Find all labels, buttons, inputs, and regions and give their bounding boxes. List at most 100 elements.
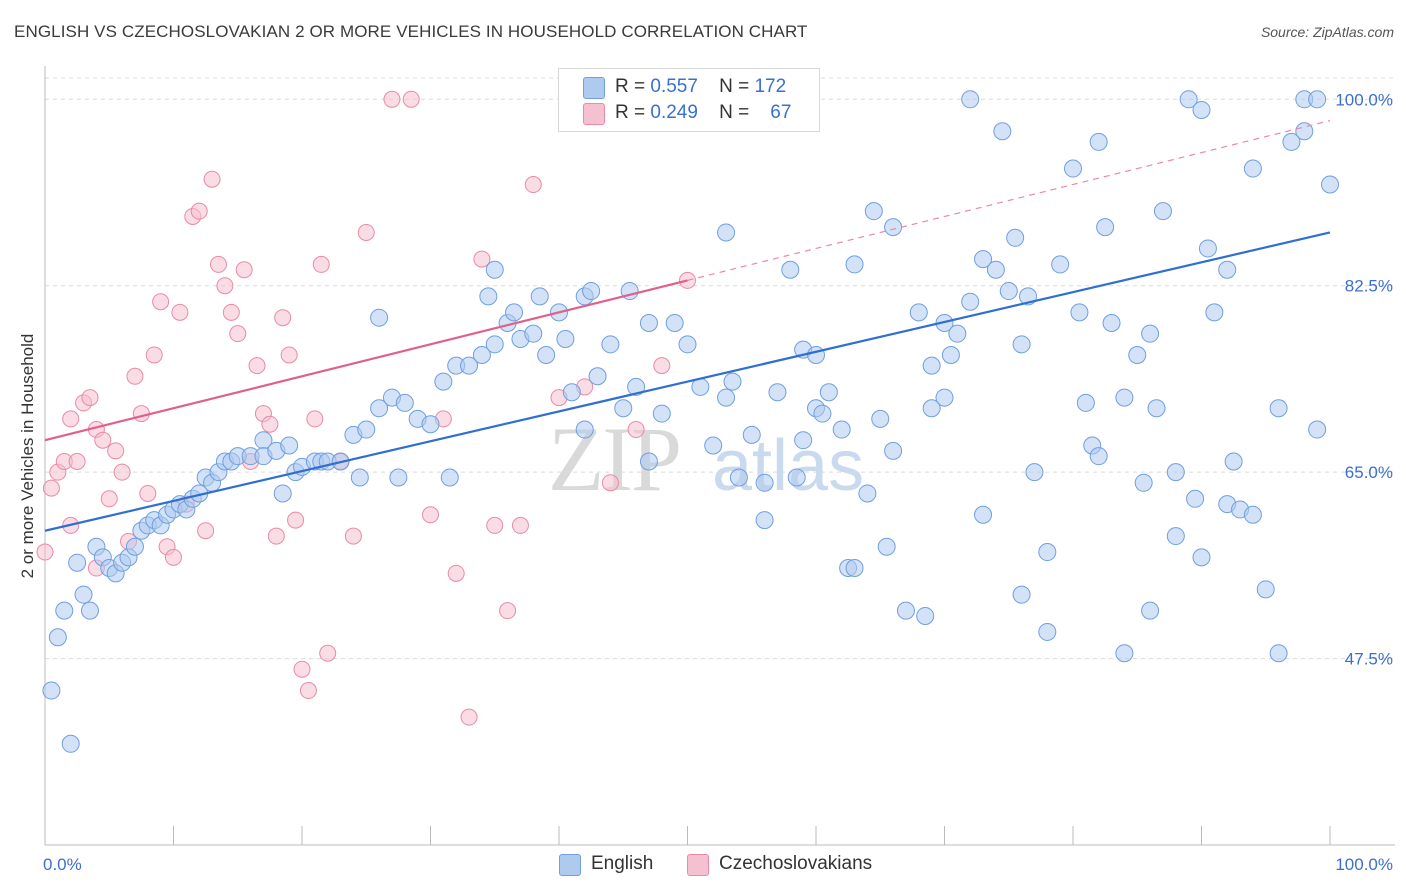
czech-trend-extension	[687, 120, 1331, 281]
english-point	[1076, 393, 1095, 412]
czech-point	[312, 255, 330, 273]
czech-point	[422, 506, 439, 524]
english-point	[42, 681, 61, 700]
english-point	[922, 399, 941, 418]
english-point	[273, 484, 292, 503]
english-point	[999, 282, 1018, 301]
english-point	[909, 303, 928, 322]
english-point	[922, 356, 941, 375]
english-point	[665, 314, 684, 333]
english-point	[74, 585, 93, 604]
czech-point	[248, 357, 266, 375]
legend-swatch-czech	[583, 103, 605, 125]
english-point	[742, 425, 761, 444]
english-point	[1186, 489, 1205, 508]
english-point	[582, 282, 601, 301]
english-point	[1153, 202, 1172, 221]
english-point	[575, 420, 594, 439]
axes	[44, 66, 1395, 846]
trend-lines	[44, 120, 1331, 532]
english-point	[884, 441, 903, 460]
legend-n-label-czech: N =	[719, 102, 750, 123]
english-point	[1269, 399, 1288, 418]
czech-point	[499, 602, 517, 620]
english-point	[1269, 644, 1288, 663]
english-point	[588, 367, 607, 386]
english-point	[479, 287, 498, 306]
english-point	[1038, 622, 1057, 641]
english-point	[1308, 90, 1327, 109]
english-point	[986, 260, 1005, 279]
czech-point	[357, 223, 375, 241]
english-point	[639, 452, 658, 471]
english-point	[717, 223, 736, 242]
english-point	[717, 388, 736, 407]
czech-point	[460, 708, 478, 726]
english-point	[845, 255, 864, 274]
english-point	[370, 399, 389, 418]
czech-point	[473, 250, 491, 268]
czech-point	[306, 410, 324, 428]
english-point	[48, 628, 67, 647]
czech-point	[152, 293, 170, 311]
english-point	[370, 308, 389, 327]
english-point	[639, 314, 658, 333]
legend-r-label-english: R =	[615, 76, 646, 97]
english-point	[601, 335, 620, 354]
english-point	[434, 372, 453, 391]
czech-point	[601, 474, 619, 492]
english-point	[941, 345, 960, 364]
czech-point	[653, 357, 671, 375]
english-point	[948, 324, 967, 343]
english-point	[1166, 527, 1185, 546]
english-point	[1006, 228, 1025, 247]
english-point	[864, 202, 883, 221]
english-point	[1198, 239, 1217, 258]
legend-n-value-english: 172	[754, 76, 787, 97]
english-point	[1282, 132, 1301, 151]
czech-point	[524, 176, 542, 194]
english-point	[781, 260, 800, 279]
english-point	[974, 250, 993, 269]
english-point	[704, 436, 723, 455]
english-point	[505, 303, 524, 322]
english-point	[1224, 452, 1243, 471]
english-point	[832, 420, 851, 439]
english-point	[1115, 644, 1134, 663]
english-point	[350, 468, 369, 487]
english-point	[652, 404, 671, 423]
legend-r-value-czech: 0.249	[650, 102, 698, 123]
english-point	[787, 468, 806, 487]
english-point	[1243, 159, 1262, 178]
english-point	[1141, 601, 1160, 620]
czech-point	[287, 511, 305, 529]
czech-point	[293, 660, 311, 678]
y-tick-label: 82.5%	[1345, 277, 1393, 296]
czech-point	[511, 516, 529, 534]
english-point	[80, 601, 99, 620]
english-point	[55, 601, 74, 620]
czech-point	[81, 389, 99, 407]
english-point	[1192, 100, 1211, 119]
czech-point	[107, 442, 125, 460]
english-point	[877, 537, 896, 556]
english-point	[1134, 473, 1153, 492]
source-label: Source: ZipAtlas.com	[1260, 24, 1394, 40]
english-point	[1038, 543, 1057, 562]
english-point	[357, 420, 376, 439]
english-point	[755, 511, 774, 530]
english-trend-line	[44, 231, 1331, 532]
czech-point	[145, 346, 163, 364]
english-point	[1089, 132, 1108, 151]
czech-point	[261, 415, 279, 433]
czech-point	[402, 90, 420, 108]
czech-point	[344, 527, 362, 545]
bottom-legend-label-english: English	[591, 853, 654, 874]
english-point	[845, 559, 864, 578]
czech-point	[126, 367, 144, 385]
czech-point	[280, 346, 298, 364]
czech-point	[299, 682, 317, 700]
legend-swatch-english	[583, 77, 605, 99]
czech-point	[62, 410, 80, 428]
